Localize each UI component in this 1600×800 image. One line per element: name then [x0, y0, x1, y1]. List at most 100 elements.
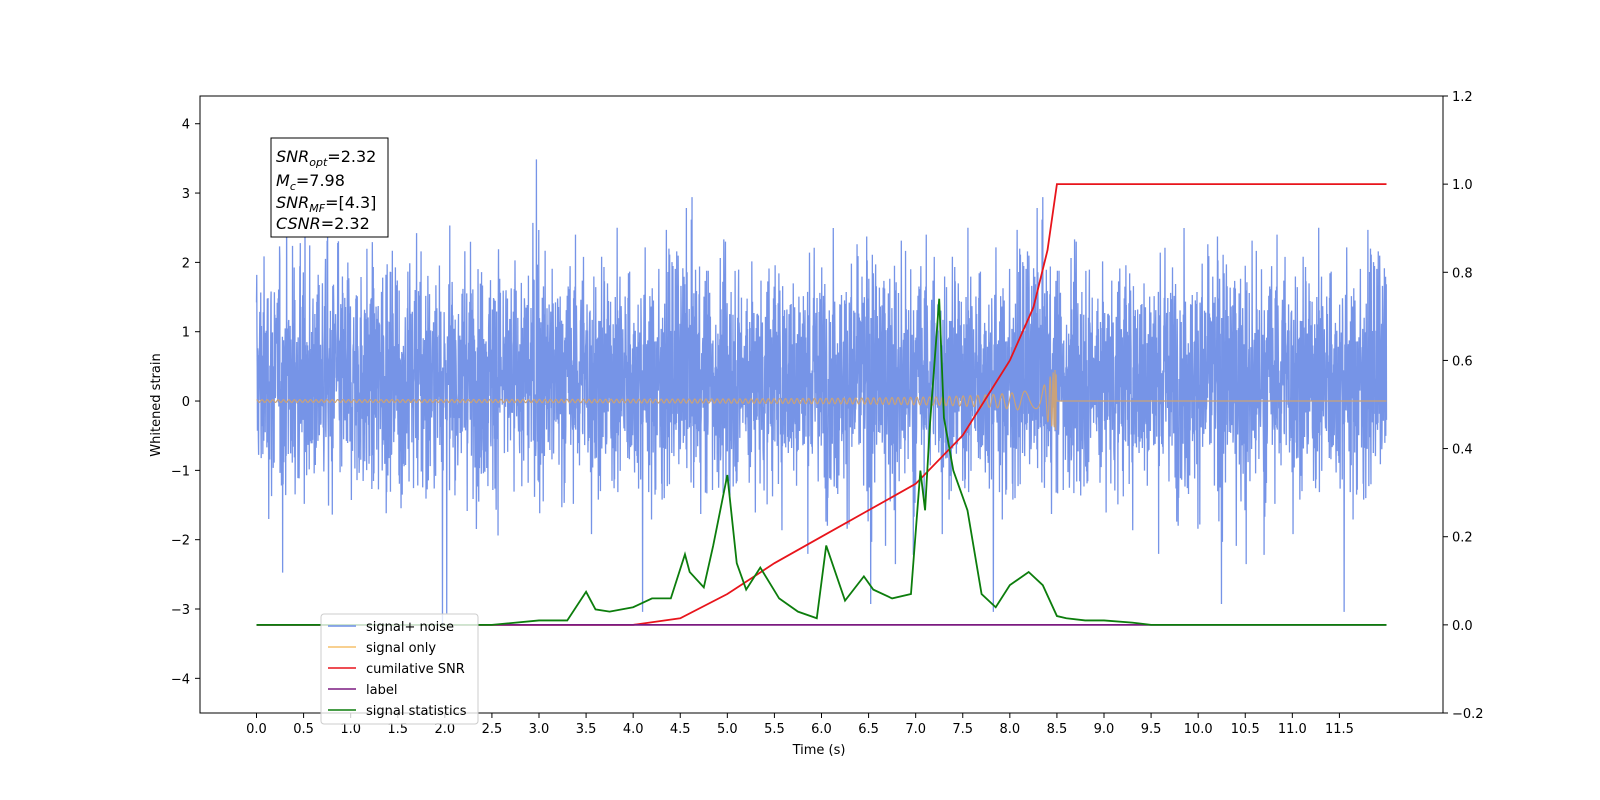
x-tick-label: 4.0	[623, 722, 644, 737]
svg-text:signal+ noise: signal+ noise	[366, 620, 454, 635]
x-tick-label: 8.0	[999, 722, 1020, 737]
y-tick: −4	[171, 672, 200, 687]
x-tick-label: 0.0	[246, 722, 267, 737]
x-tick: 3.5	[576, 713, 596, 737]
stat-mc: Mc=7.98	[276, 171, 345, 193]
y-tick: −2	[171, 534, 200, 549]
y-tick: 2	[182, 256, 200, 271]
y-tick: 1	[182, 326, 200, 341]
y-tick-label: 4	[182, 118, 190, 133]
x-axis-label: Time (s)	[792, 743, 846, 758]
y-tick: 3	[182, 187, 200, 202]
y2-tick-label: −0.2	[1452, 707, 1484, 722]
x-tick-label: 6.5	[858, 722, 879, 737]
y-tick-label: −2	[171, 534, 190, 549]
x-tick-label: 0.5	[293, 722, 314, 737]
x-tick: 0.5	[293, 713, 314, 737]
legend-item-signal-only: signal only	[328, 641, 436, 656]
x-tick-label: 3.0	[529, 722, 550, 737]
x-tick: 0.0	[246, 713, 267, 737]
stat-snr-opt: SNRopt=2.32	[276, 147, 376, 169]
x-tick-label: 9.0	[1094, 722, 1115, 737]
x-tick-label: 5.5	[764, 722, 785, 737]
y2-tick-label: 0.4	[1452, 443, 1473, 458]
x-tick: 8.5	[1047, 713, 1068, 737]
svg-text:cumilative SNR: cumilative SNR	[366, 662, 465, 677]
x-tick: 7.0	[905, 713, 926, 737]
y2-tick-label: 0.6	[1452, 354, 1473, 369]
x-tick: 6.5	[858, 713, 879, 737]
signal-statistics-line	[256, 298, 1387, 626]
signal-noise-line	[255, 159, 1388, 625]
x-tick-label: 4.5	[670, 722, 691, 737]
y2-tick-label: 0.8	[1452, 266, 1473, 281]
x-tick-label: 1.0	[340, 722, 361, 737]
legend: signal+ noise signal only cumilative SNR…	[320, 613, 479, 725]
stat-snr-mf: SNRMF=[4.3]	[276, 193, 376, 215]
y-tick-label: 1	[182, 326, 190, 341]
x-tick-label: 9.5	[1141, 722, 1162, 737]
svg-text:label: label	[366, 683, 397, 698]
y-tick: −3	[171, 603, 200, 618]
y2-tick-label: 0.2	[1452, 531, 1473, 546]
x-tick: 10.0	[1184, 713, 1213, 737]
x-tick: 6.0	[811, 713, 832, 737]
y-tick: 0	[182, 395, 200, 410]
y2-tick-label: 1.0	[1452, 178, 1473, 193]
y2-tick: 1.0	[1443, 178, 1473, 193]
y-tick-label: 2	[182, 256, 190, 271]
legend-item-cumulative-snr: cumilative SNR	[328, 662, 465, 677]
x-tick-label: 6.0	[811, 722, 832, 737]
x-tick-label: 11.0	[1278, 722, 1307, 737]
x-tick-label: 2.5	[482, 722, 503, 737]
y-tick-label: 0	[182, 395, 190, 410]
x-tick-label: 10.5	[1231, 722, 1260, 737]
noise-series-layer	[255, 159, 1388, 625]
x-tick-label: 11.5	[1325, 722, 1354, 737]
x-tick: 11.5	[1325, 713, 1354, 737]
x-tick-label: 5.0	[717, 722, 738, 737]
x-tick-label: 10.0	[1184, 722, 1213, 737]
legend-item-signal-noise: signal+ noise	[328, 620, 454, 635]
y2-tick: 0.8	[1443, 266, 1473, 281]
x-tick-label: 2.0	[434, 722, 455, 737]
y-tick: 4	[182, 118, 200, 133]
x-tick-label: 1.5	[387, 722, 408, 737]
x-tick: 3.0	[529, 713, 550, 737]
y-tick-label: −4	[171, 672, 190, 687]
y-axis-left: −4 −3 −2 −1 0 1 2 3 4	[171, 118, 200, 687]
x-axis: 0.0 0.5 1.0 1.5 2.0 2.5 3.0 3.5 4.0 4.5 5.0 5.5 6.0 6…	[246, 713, 1354, 737]
y-tick-label: −3	[171, 603, 190, 618]
x-tick: 10.5	[1231, 713, 1260, 737]
y2-tick: 0.0	[1443, 619, 1473, 634]
y2-tick: 1.2	[1443, 90, 1473, 105]
legend-item-signal-statistics: signal statistics	[328, 704, 467, 719]
x-tick: 2.5	[482, 713, 503, 737]
y-axis-label: Whitened strain	[149, 353, 164, 456]
x-tick: 8.0	[999, 713, 1020, 737]
y-axis-right: −0.2 0.0 0.2 0.4 0.6 0.8 1.0 1.2	[1443, 90, 1484, 722]
x-tick-label: 7.5	[952, 722, 973, 737]
x-tick: 11.0	[1278, 713, 1307, 737]
x-tick: 9.5	[1141, 713, 1162, 737]
chirp-series-layer	[256, 369, 1387, 431]
stats-box: SNRopt=2.32 Mc=7.98 SNRMF=[4.3] CSNR=2.3…	[270, 137, 389, 238]
x-tick: 5.5	[764, 713, 785, 737]
y-tick-label: −1	[171, 464, 190, 479]
cumulative-snr-line	[256, 183, 1387, 626]
y-tick: −1	[171, 464, 200, 479]
x-tick: 4.5	[670, 713, 691, 737]
x-tick: 9.0	[1094, 713, 1115, 737]
legend-item-label: label	[328, 683, 397, 698]
y2-tick: −0.2	[1443, 707, 1484, 722]
svg-text:signal only: signal only	[366, 641, 436, 656]
x-tick-label: 7.0	[905, 722, 926, 737]
signal-only-line	[256, 369, 1387, 431]
svg-text:signal statistics: signal statistics	[366, 704, 467, 719]
y2-tick: 0.2	[1443, 531, 1473, 546]
stat-csnr: CSNR=2.32	[276, 214, 370, 233]
x-tick: 7.5	[952, 713, 973, 737]
x-tick-label: 8.5	[1047, 722, 1068, 737]
y-tick-label: 3	[182, 187, 190, 202]
